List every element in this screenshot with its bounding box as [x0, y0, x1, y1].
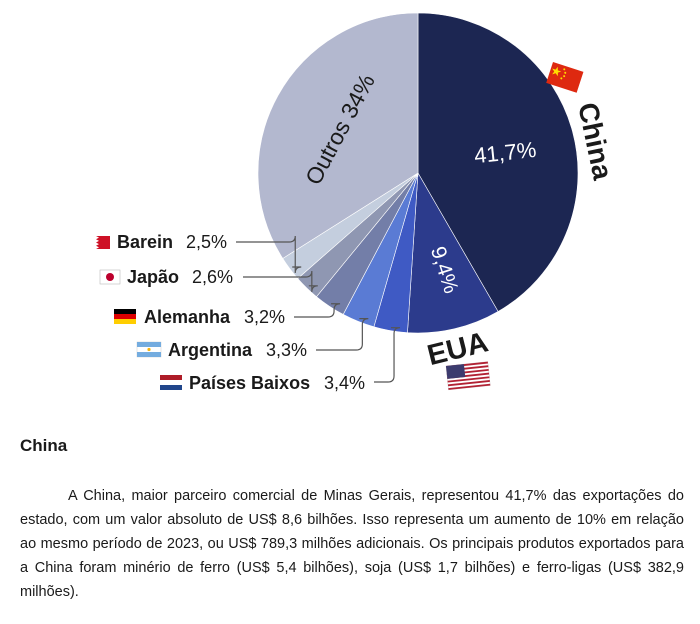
china-name-label: China: [572, 100, 619, 183]
pie-chart: 41,7% 9,4% Outros 34% China EUA Barein 2…: [90, 12, 619, 393]
pie-slice-eua: [407, 171, 499, 334]
leader-lines: [236, 235, 401, 383]
barein-name-label: Barein: [117, 232, 173, 252]
paises-baixos-value-label: 3,4%: [324, 373, 365, 393]
leader-line-paises-baixos: [374, 327, 401, 383]
netherlands-flag-icon: [160, 375, 182, 390]
usa-flag-icon: [445, 361, 491, 391]
argentina-value-label: 3,3%: [266, 340, 307, 360]
paises-baixos-name-label: Países Baixos: [189, 373, 310, 393]
pie-slices: [257, 12, 579, 334]
argentina-flag-icon: [136, 341, 162, 358]
bahrain-flag-icon: [90, 236, 110, 249]
alemanha-name-label: Alemanha: [144, 307, 231, 327]
china-flag-icon: [546, 62, 584, 93]
section-paragraph: A China, maior parceiro comercial de Min…: [20, 488, 684, 600]
section-title: China: [20, 436, 68, 455]
japao-value-label: 2,6%: [192, 267, 233, 287]
japan-flag-icon: [99, 269, 121, 285]
alemanha-value-label: 3,2%: [244, 307, 285, 327]
germany-flag-icon: [114, 309, 136, 324]
leader-line-alemanha: [294, 303, 341, 318]
pie-slice-outros: [257, 12, 419, 259]
leader-line-barein: [236, 235, 302, 274]
japao-name-label: Japão: [127, 267, 179, 287]
pie-slice-china: [417, 12, 579, 312]
barein-value-label: 2,5%: [186, 232, 227, 252]
leader-line-argentina: [316, 318, 369, 351]
argentina-name-label: Argentina: [168, 340, 253, 360]
leader-line-japao: [243, 270, 318, 292]
